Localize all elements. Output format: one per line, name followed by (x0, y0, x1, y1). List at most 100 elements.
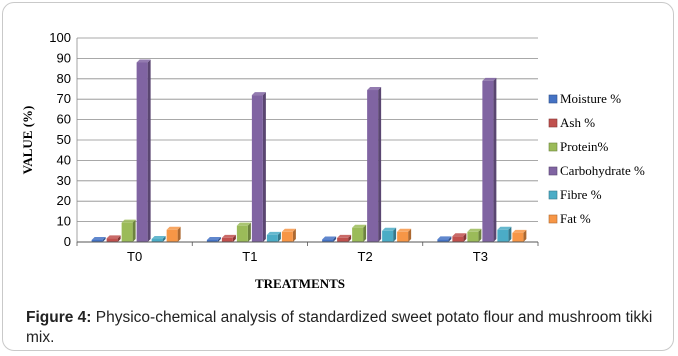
bar-side (132, 219, 136, 242)
bar-top (166, 226, 181, 230)
bar-side (117, 235, 121, 242)
y-tick-label: 30 (57, 173, 71, 188)
bar-top (121, 219, 136, 223)
bar-front (452, 236, 464, 242)
y-tick-label: 100 (49, 30, 71, 45)
x-axis: T0 T1 T2 T3 (76, 38, 539, 264)
bar-front (352, 227, 364, 242)
bar-side (277, 231, 281, 242)
bar-side (292, 228, 296, 242)
bar-front (106, 238, 118, 242)
bar-front (382, 230, 394, 242)
bar-side (393, 227, 397, 242)
legend-swatch (548, 214, 558, 224)
bar-top (337, 234, 352, 238)
bar-side (102, 236, 106, 242)
bar-side (177, 226, 181, 242)
bar-top (236, 222, 251, 226)
figure-caption-text: Physico-chemical analysis of standardize… (26, 309, 653, 346)
bars (91, 59, 527, 243)
bar (337, 234, 352, 242)
bar-top (281, 228, 296, 232)
bar-top (367, 87, 382, 91)
bar-side (448, 236, 452, 242)
bar-front (397, 231, 409, 242)
bar-front (151, 238, 163, 242)
bar-top (136, 59, 151, 63)
bar-top (512, 229, 527, 233)
legend-swatch (548, 94, 558, 104)
bar (266, 231, 281, 242)
bar-chart: 0 10 20 30 40 50 60 70 80 90 100 T0 T1 T2 T3 VALUE (%… (20, 30, 645, 291)
bar-front (121, 222, 133, 242)
y-tick-label: 90 (57, 50, 71, 65)
legend: Moisture % Ash % Protein% Carbohydrate % Fib… (548, 91, 645, 226)
legend-item: Fibre % (548, 187, 602, 202)
bar-top (382, 227, 397, 231)
bar-side (217, 236, 221, 242)
bar-front (136, 62, 148, 243)
bar-side (478, 228, 482, 242)
bar (382, 227, 397, 242)
legend-swatch (548, 190, 558, 200)
bar-front (206, 239, 218, 242)
bar-side (232, 234, 236, 242)
bar-top (437, 236, 452, 240)
legend-item: Fat % (548, 211, 591, 226)
legend-label: Carbohydrate % (560, 163, 645, 178)
bar (251, 92, 266, 243)
bar-front (251, 95, 263, 243)
legend-label: Moisture % (560, 91, 621, 106)
bar-side (333, 236, 337, 242)
x-tick-label: T1 (242, 249, 257, 264)
y-tick-label: 0 (64, 234, 71, 249)
bar-front (322, 239, 334, 242)
bar (151, 235, 166, 242)
x-axis-label: TREATMENTS (255, 276, 345, 291)
bar-side (378, 87, 382, 243)
bar (322, 236, 337, 242)
y-tick-label: 50 (57, 132, 71, 147)
bar-side (463, 233, 467, 242)
bar-front (236, 225, 248, 242)
legend-label: Fat % (560, 211, 591, 226)
bar (121, 219, 136, 242)
bar-top (106, 235, 121, 239)
y-tick-label: 70 (57, 91, 71, 106)
bar (452, 233, 467, 242)
bar-front (337, 237, 349, 242)
y-tick-label: 80 (57, 71, 71, 86)
bar (281, 228, 296, 242)
bar (497, 226, 512, 242)
legend-item: Ash % (548, 115, 595, 130)
bar-top (91, 236, 106, 240)
bar (352, 224, 367, 242)
bar-top (206, 236, 221, 240)
bar (437, 236, 452, 242)
bar-side (408, 228, 412, 242)
bar-front (467, 231, 479, 242)
bar-side (247, 222, 251, 242)
legend-label: Ash % (560, 115, 595, 130)
bar-side (262, 92, 266, 243)
bar-side (523, 229, 527, 242)
bar-front (497, 229, 509, 242)
bar-top (482, 77, 497, 81)
bar-front (437, 239, 449, 242)
bar (206, 236, 221, 242)
legend-label: Protein% (560, 139, 609, 154)
bar-side (348, 234, 352, 242)
bar (512, 229, 527, 242)
bar-front (266, 234, 278, 242)
bar-top (322, 236, 337, 240)
bar (106, 235, 121, 242)
bar (467, 228, 482, 242)
bar (166, 226, 181, 242)
bar (136, 59, 151, 243)
y-tick-label: 60 (57, 112, 71, 127)
bar-top (266, 231, 281, 235)
bar-front (512, 232, 524, 242)
bar (367, 87, 382, 243)
bar-top (467, 228, 482, 232)
legend-item: Protein% (548, 139, 609, 154)
